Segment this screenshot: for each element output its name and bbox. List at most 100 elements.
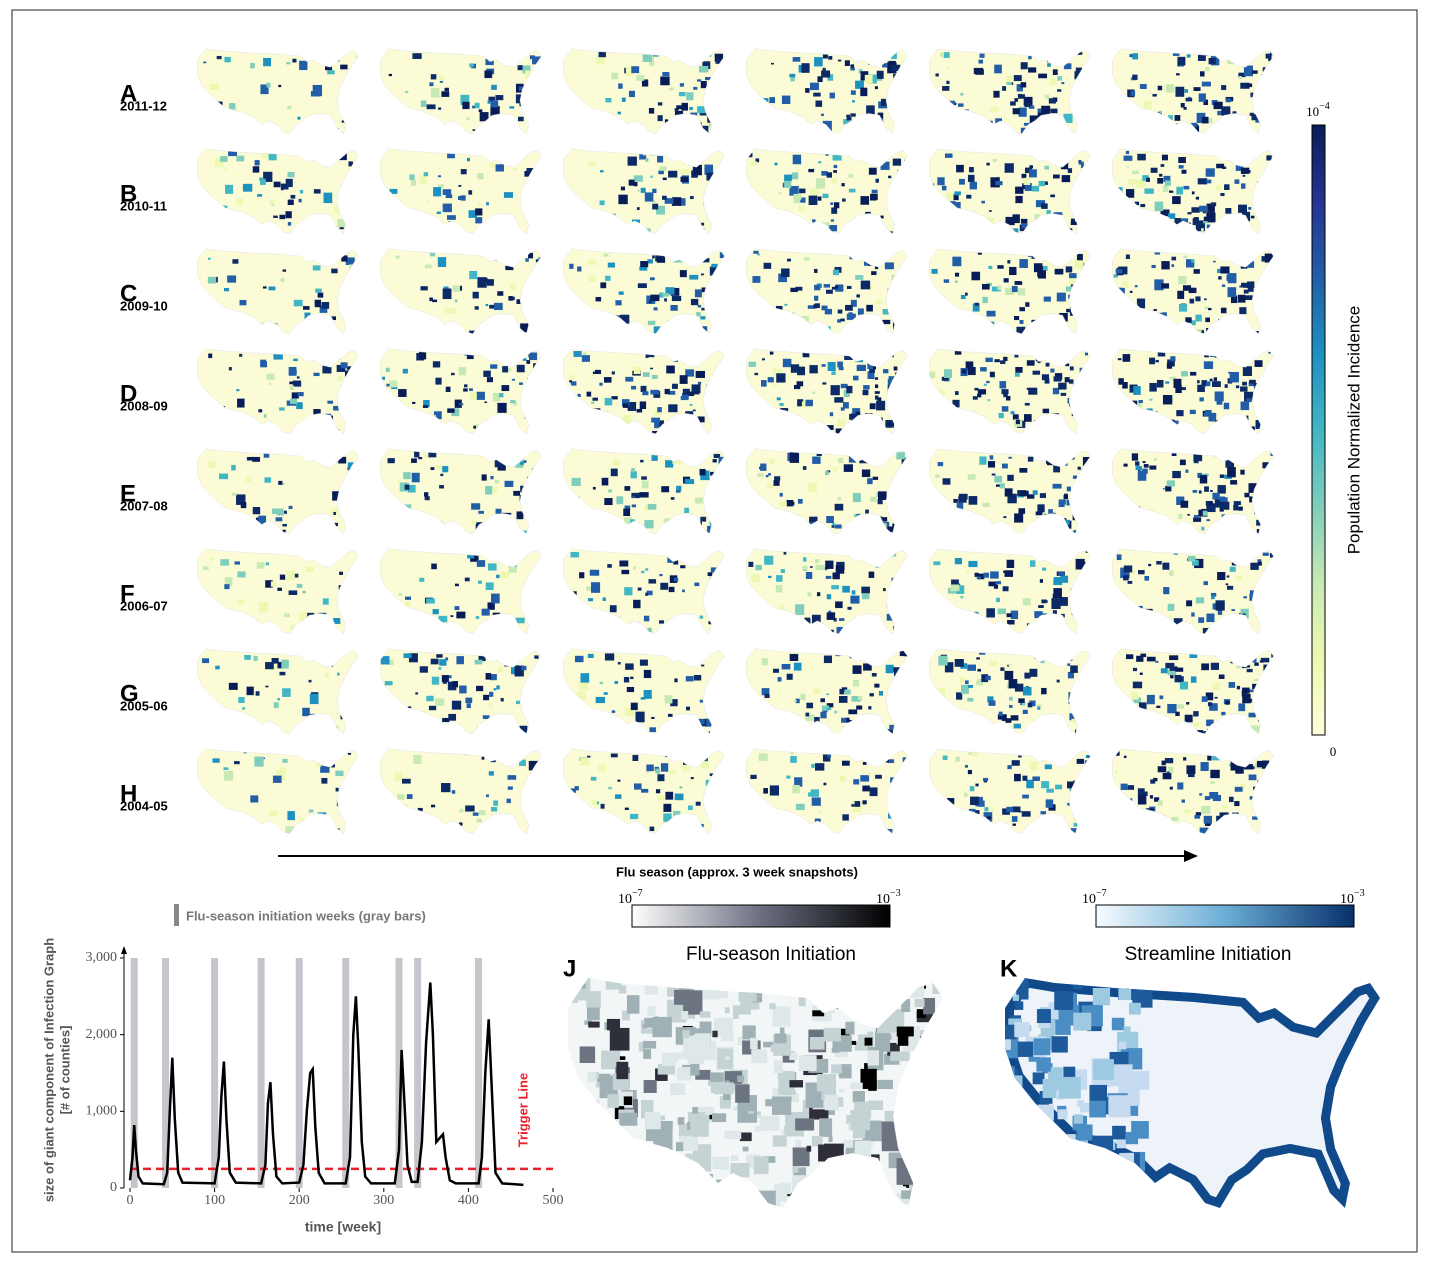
county-patch xyxy=(1218,610,1222,615)
county-patch xyxy=(1050,627,1055,631)
county-patch xyxy=(1226,422,1232,426)
county-patch xyxy=(1002,1075,1023,1096)
county-patch xyxy=(1221,85,1226,90)
county-patch xyxy=(1130,825,1136,830)
county-patch xyxy=(431,225,440,234)
county-patch xyxy=(868,758,871,761)
county-patch xyxy=(1093,988,1110,1005)
county-patch xyxy=(1255,798,1260,803)
county-patch xyxy=(999,1095,1006,1102)
county-patch xyxy=(619,291,624,294)
county-patch xyxy=(757,1111,761,1115)
county-patch xyxy=(1213,261,1216,263)
county-patch xyxy=(730,1163,749,1177)
county-patch xyxy=(576,1101,588,1109)
county-patch xyxy=(762,658,768,665)
county-patch xyxy=(865,212,871,215)
county-patch xyxy=(1229,797,1234,802)
county-patch xyxy=(281,660,289,669)
county-patch xyxy=(1076,559,1085,570)
map-land xyxy=(929,749,1090,834)
county-patch xyxy=(566,1115,576,1128)
county-patch xyxy=(688,551,694,557)
county-patch xyxy=(274,702,279,708)
county-patch xyxy=(640,460,643,462)
county-patch xyxy=(1193,218,1199,225)
county-patch xyxy=(742,1025,755,1039)
county-patch xyxy=(1220,266,1229,273)
county-patch xyxy=(341,362,348,368)
county-patch xyxy=(526,360,530,364)
county-patch xyxy=(657,407,662,412)
county-patch xyxy=(1263,686,1271,695)
county-patch xyxy=(1011,411,1015,414)
county-patch xyxy=(537,828,544,832)
county-patch xyxy=(1051,598,1060,609)
initiation-bar xyxy=(258,958,265,1188)
county-patch xyxy=(1177,829,1180,831)
county-patch xyxy=(666,366,675,374)
county-patch xyxy=(858,308,864,315)
county-patch xyxy=(520,486,527,492)
county-patch xyxy=(286,62,290,64)
county-patch xyxy=(1086,599,1094,608)
county-patch xyxy=(878,457,885,462)
county-patch xyxy=(1078,487,1081,490)
county-patch xyxy=(1185,525,1191,529)
county-patch xyxy=(845,60,850,66)
county-patch xyxy=(1147,695,1155,704)
county-patch xyxy=(613,1181,618,1187)
county-patch xyxy=(531,111,534,113)
county-patch xyxy=(936,200,940,205)
county-patch xyxy=(1132,75,1137,80)
county-patch xyxy=(1012,806,1020,812)
county-patch xyxy=(1074,205,1078,208)
county-patch xyxy=(1029,831,1036,840)
county-patch xyxy=(1006,651,1009,654)
county-patch xyxy=(1054,577,1062,585)
county-patch xyxy=(637,207,640,210)
county-patch xyxy=(637,1175,645,1180)
county-patch xyxy=(1215,391,1224,401)
county-patch xyxy=(1215,697,1218,699)
county-patch xyxy=(490,476,493,479)
county-patch xyxy=(1115,113,1121,119)
county-patch xyxy=(986,381,989,383)
county-patch xyxy=(455,300,458,303)
county-patch xyxy=(1169,570,1173,575)
county-patch xyxy=(685,1154,692,1165)
county-patch xyxy=(577,692,586,700)
county-patch xyxy=(1168,728,1176,736)
county-patch xyxy=(689,275,698,280)
county-patch xyxy=(1194,269,1200,274)
county-patch xyxy=(536,259,540,262)
county-patch xyxy=(649,579,657,583)
county-patch xyxy=(396,330,399,332)
county-patch xyxy=(1161,261,1169,269)
map-tile xyxy=(197,349,362,435)
county-patch xyxy=(598,714,605,718)
county-patch xyxy=(522,305,528,309)
county-patch xyxy=(510,762,514,765)
county-patch xyxy=(341,255,347,261)
county-patch xyxy=(612,710,615,713)
county-patch xyxy=(943,329,950,333)
county-patch xyxy=(688,805,693,810)
county-patch xyxy=(489,305,494,309)
county-patch xyxy=(720,675,723,678)
county-patch xyxy=(618,629,623,633)
county-patch xyxy=(700,316,705,319)
map-body xyxy=(380,249,541,338)
map-body xyxy=(197,49,361,135)
county-patch xyxy=(415,692,418,694)
county-patch xyxy=(439,76,444,80)
county-patch xyxy=(932,703,940,707)
county-patch xyxy=(643,1194,648,1197)
county-patch xyxy=(952,257,961,267)
county-patch xyxy=(413,618,417,623)
county-patch xyxy=(990,107,999,112)
county-patch xyxy=(1179,304,1187,312)
county-patch xyxy=(490,100,498,107)
county-patch xyxy=(876,356,883,363)
county-patch xyxy=(740,1132,752,1141)
